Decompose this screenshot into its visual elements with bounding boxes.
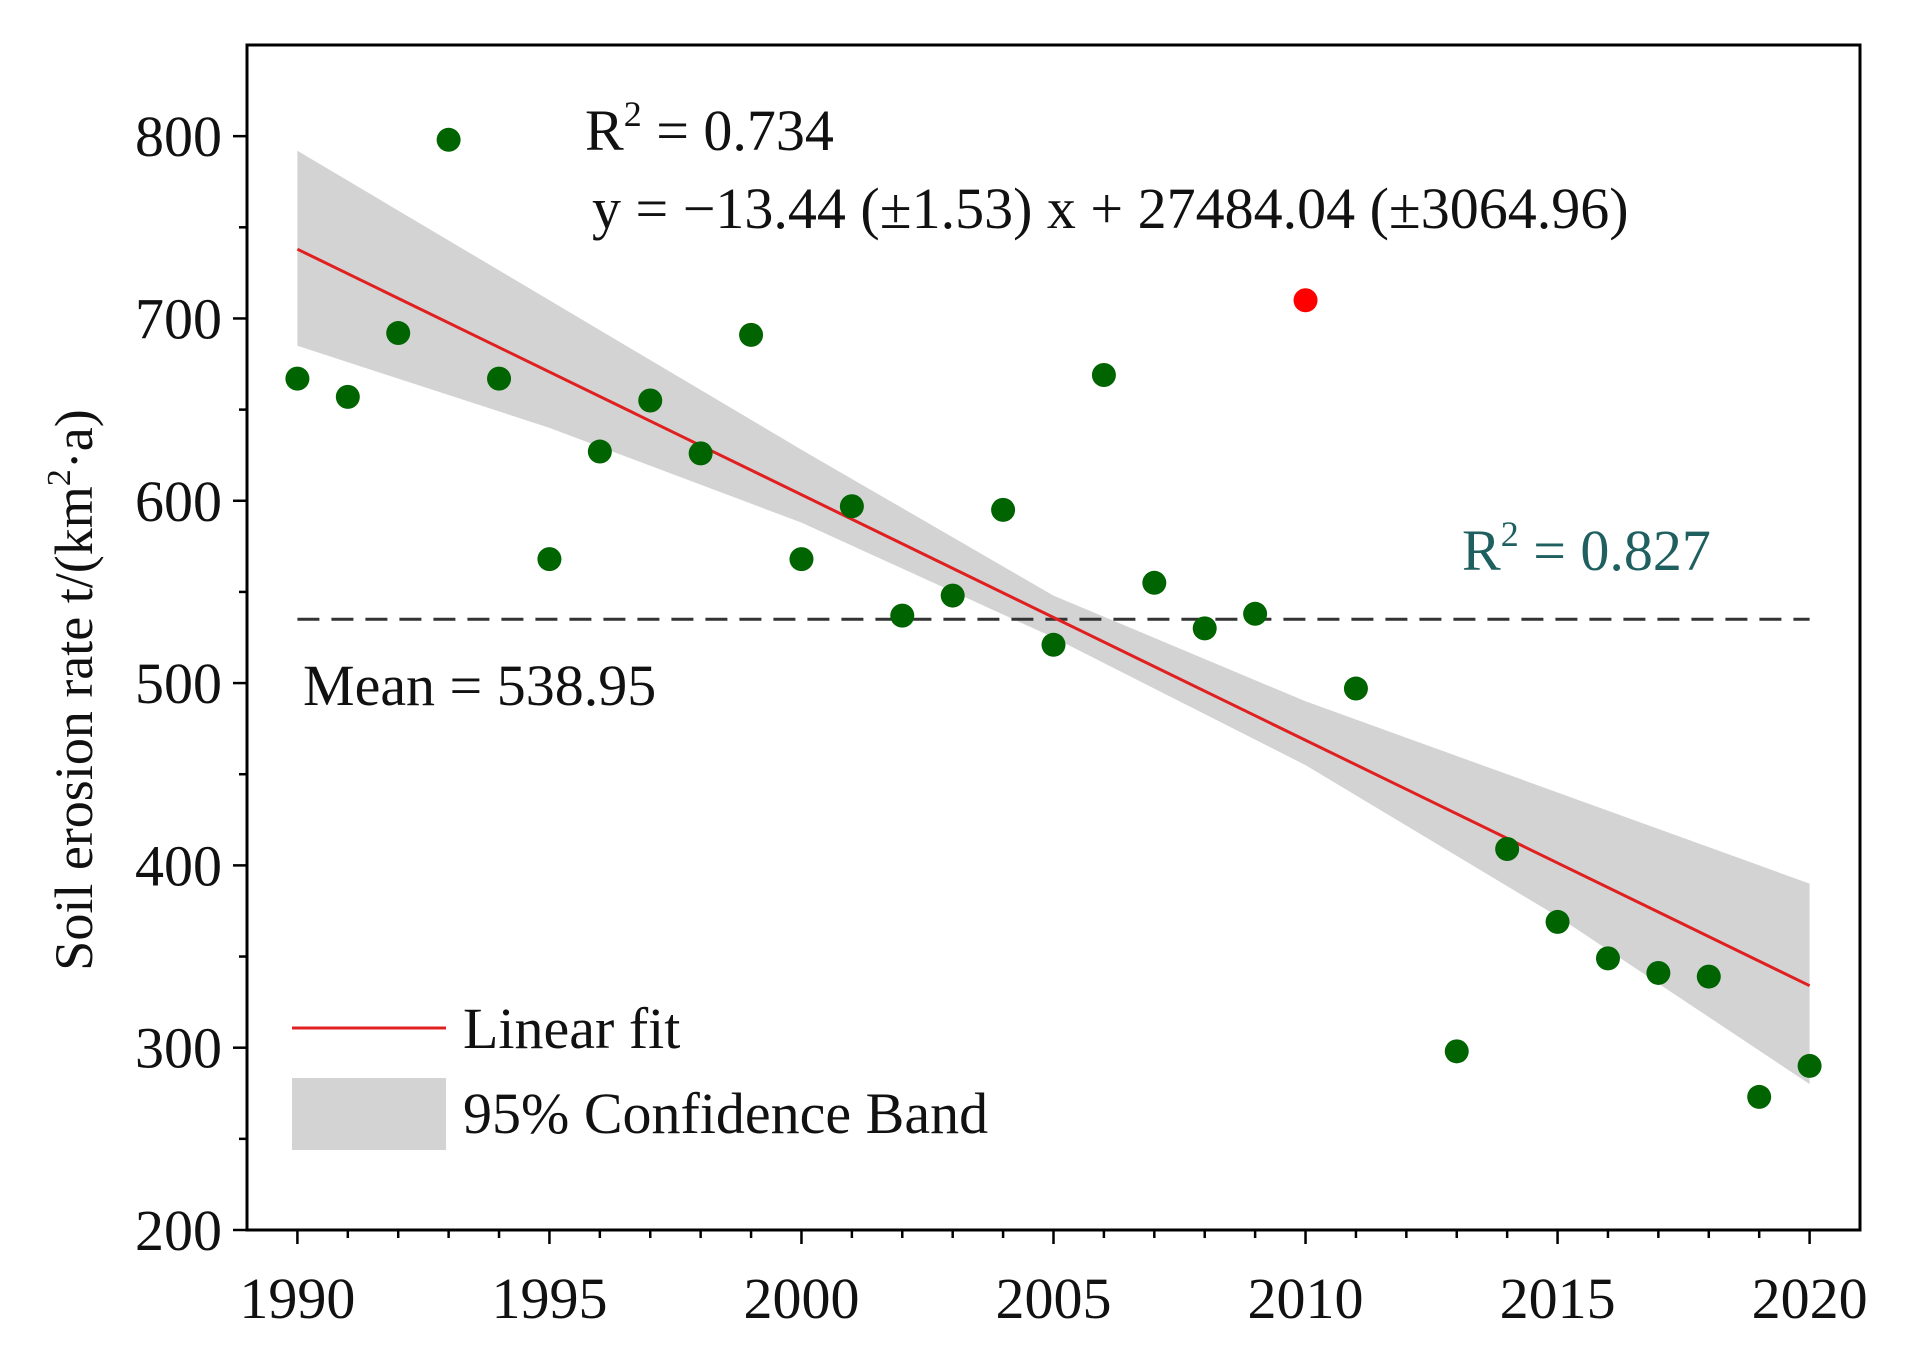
y-axis-label: Soil erosion rate t/(km2·a) — [41, 409, 104, 970]
y-tick-label: 300 — [135, 1016, 222, 1081]
fit-line-layer — [296, 247, 1811, 988]
data-point — [1444, 1039, 1469, 1064]
data-point — [688, 441, 713, 466]
data-point — [739, 322, 764, 347]
y-axis: 200 300 400 500 600 700 800 — [135, 104, 247, 1263]
data-point — [1041, 632, 1066, 657]
mean-label: Mean = 538.95 — [303, 653, 656, 718]
r2-mean-value: = 0.827 — [1519, 518, 1711, 583]
data-point — [1091, 362, 1116, 387]
data-points — [285, 127, 1822, 1109]
y-axis-label-unit-suffix: ·a) — [44, 409, 104, 469]
regression-equation: y = −13.44 (±1.53) x + 27484.04 (±3064.9… — [592, 176, 1629, 241]
data-point — [537, 547, 562, 572]
x-tick-label: 2020 — [1752, 1266, 1868, 1331]
data-point — [890, 603, 915, 628]
y-axis-label-unit-prefix: t/(km — [44, 486, 104, 603]
r2-main-annotation: R2 = 0.734 — [585, 94, 834, 163]
data-point — [991, 497, 1016, 522]
data-point — [1192, 616, 1217, 641]
data-point — [1243, 601, 1268, 626]
legend-label-confidence-band: 95% Confidence Band — [463, 1081, 988, 1146]
data-point — [839, 494, 864, 519]
x-tick-label: 2015 — [1500, 1266, 1616, 1331]
r2-mean-annotation: R2 = 0.827 — [1462, 514, 1711, 583]
y-tick-label: 700 — [135, 286, 222, 351]
linear-fit-line — [296, 247, 1811, 988]
data-point — [436, 127, 461, 152]
x-tick-label: 1990 — [239, 1266, 355, 1331]
data-point — [1747, 1084, 1772, 1109]
x-tick-label: 2010 — [1248, 1266, 1364, 1331]
data-point — [1595, 946, 1620, 971]
x-tick-label: 2005 — [996, 1266, 1112, 1331]
y-axis-label-gap — [44, 603, 104, 617]
data-point — [1343, 676, 1368, 701]
x-tick-label: 1995 — [491, 1266, 607, 1331]
y-axis-label-main: Soil erosion rate — [44, 617, 104, 971]
legend-band-swatch — [292, 1078, 446, 1150]
data-point — [386, 321, 411, 346]
r2-mean-sup: 2 — [1501, 514, 1519, 554]
data-point — [940, 583, 965, 608]
y-tick-label: 500 — [135, 651, 222, 716]
data-point — [1545, 909, 1570, 934]
data-point-highlight — [1293, 288, 1318, 313]
x-tick-label: 2000 — [743, 1266, 859, 1331]
data-point — [638, 388, 663, 413]
r2-main-prefix: R — [585, 98, 624, 163]
data-point — [285, 366, 310, 391]
y-axis-label-unit-sup: 2 — [41, 469, 78, 486]
r2-main-value: = 0.734 — [642, 98, 834, 163]
y-tick-label: 800 — [135, 104, 222, 169]
data-point — [1495, 836, 1520, 861]
data-point — [1797, 1053, 1822, 1078]
y-tick-label: 200 — [135, 1198, 222, 1263]
r2-main-sup: 2 — [624, 94, 642, 134]
data-point — [335, 384, 360, 409]
data-point — [1142, 570, 1167, 595]
r2-mean-prefix: R — [1462, 518, 1501, 583]
data-point — [587, 439, 612, 464]
data-point — [1646, 960, 1671, 985]
y-tick-label: 400 — [135, 833, 222, 898]
data-point — [789, 547, 814, 572]
data-point — [1696, 964, 1721, 989]
legend: Linear fit 95% Confidence Band — [292, 996, 988, 1150]
x-axis: 1990 1995 2000 2005 2010 2015 2020 — [239, 1230, 1868, 1331]
legend-label-linear-fit: Linear fit — [463, 996, 680, 1061]
data-point — [487, 366, 512, 391]
y-tick-label: 600 — [135, 469, 222, 534]
